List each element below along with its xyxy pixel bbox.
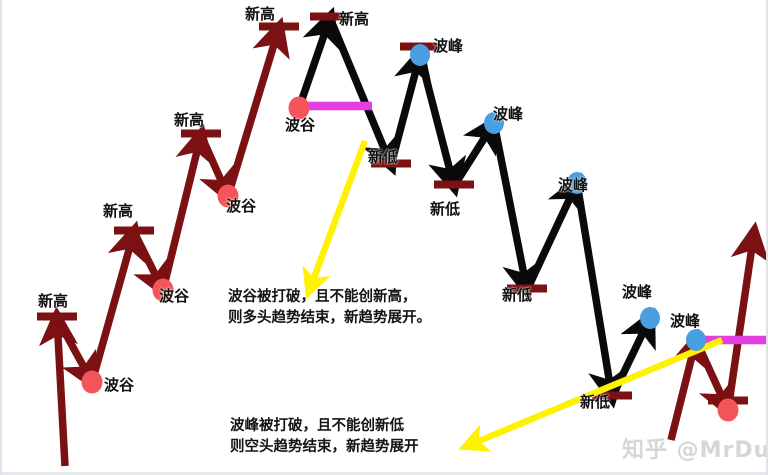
signal-arrow-2	[458, 336, 724, 452]
note-bear-end-line-1: 波峰被打破，且不能创新低	[230, 418, 404, 434]
pivot-label-new-high-7: 新高	[245, 5, 276, 23]
level-bar-4	[310, 12, 350, 21]
pivot-label-new-high-3: 新高	[103, 202, 134, 220]
valley-dot-3	[217, 184, 239, 208]
level-bar-7	[434, 180, 474, 189]
peak-dot-3	[567, 172, 587, 194]
level-bar-1	[114, 226, 154, 235]
downtrend-guide-1	[329, 17, 392, 166]
peak-dot-2	[484, 112, 504, 134]
reversal-guide-0	[670, 339, 697, 441]
note-bull-end-line-1: 波谷被打破，且不能创新高，	[228, 289, 417, 305]
valley-dot-2	[152, 278, 174, 302]
pivot-label-peak-15: 波峰	[558, 176, 589, 194]
downtrend-guide-6	[526, 182, 578, 291]
pivot-label-new-high-5: 新高	[174, 111, 205, 129]
downtrend-guide-3	[419, 54, 455, 187]
pivot-label-new-low-14: 新低	[502, 286, 533, 304]
uptrend-guide-1	[56, 317, 93, 383]
uptrend-guide-6	[227, 27, 280, 197]
pivot-label-peak-17: 波峰	[622, 283, 653, 301]
valley-dot-1	[81, 370, 103, 394]
pivot-label-valley-8: 波谷	[285, 116, 316, 134]
valley-dot-5	[717, 398, 739, 422]
bottom-edge-divider	[2, 472, 766, 475]
pivot-label-new-high-9: 新高	[339, 10, 370, 28]
note-bull-end: 波谷被打破，且不能创新高， 则多头趋势结束，新趋势展开。	[228, 287, 431, 329]
level-bar-layer	[37, 12, 748, 405]
reversal-guide-2	[727, 232, 755, 411]
uptrend-guide-0	[56, 317, 66, 467]
signal-arrow-1	[302, 139, 369, 299]
peak-dot-1	[410, 44, 430, 66]
pivot-label-new-low-10: 新低	[368, 148, 399, 166]
peak-dot-4	[640, 307, 660, 329]
level-bar-8	[507, 284, 547, 293]
pivot-label-peak-11: 波峰	[433, 37, 464, 55]
pivot-label-peak-18: 波峰	[670, 312, 701, 330]
price-path-layer	[38, 6, 766, 467]
pivot-label-new-low-12: 新低	[430, 200, 461, 218]
level-bar-2	[181, 129, 221, 138]
note-bull-end-line-2: 则多头趋势结束，新趋势展开。	[228, 310, 431, 327]
note-bear-end: 波峰被打破，且不能创新低 则空头趋势结束，新趋势展开	[230, 416, 419, 458]
pivot-label-valley-4: 波谷	[159, 287, 190, 305]
valley-dot-4	[288, 96, 310, 120]
downtrend-guide-7	[576, 182, 613, 398]
uptrend-guide-2	[91, 231, 135, 383]
pivot-label-peak-13: 波峰	[493, 105, 524, 123]
downtrend-guide-2	[390, 54, 421, 166]
level-bar-3	[259, 22, 299, 31]
pivot-marker-layer	[81, 44, 739, 422]
note-bear-end-line-2: 则空头趋势结束，新趋势展开	[230, 439, 419, 456]
uptrend-guide-4	[162, 134, 202, 291]
level-bar-5	[371, 159, 411, 168]
downtrend-guide-0	[298, 17, 331, 109]
pivot-label-new-high-1: 新高	[38, 292, 69, 310]
level-bar-0	[37, 312, 77, 321]
watermark: 知乎 @MrDu	[622, 438, 768, 463]
pivot-label-valley-2: 波谷	[104, 376, 135, 394]
pivot-label-valley-6: 波谷	[226, 197, 257, 215]
pivot-label-new-low-16: 新低	[580, 393, 611, 411]
level-bar-9	[592, 391, 632, 400]
downtrend-guide-4	[453, 122, 495, 187]
signal-arrow-layer	[302, 139, 724, 452]
downtrend-guide-5	[493, 122, 528, 291]
peak-dot-5	[686, 329, 706, 351]
break-level-layer	[302, 101, 766, 345]
